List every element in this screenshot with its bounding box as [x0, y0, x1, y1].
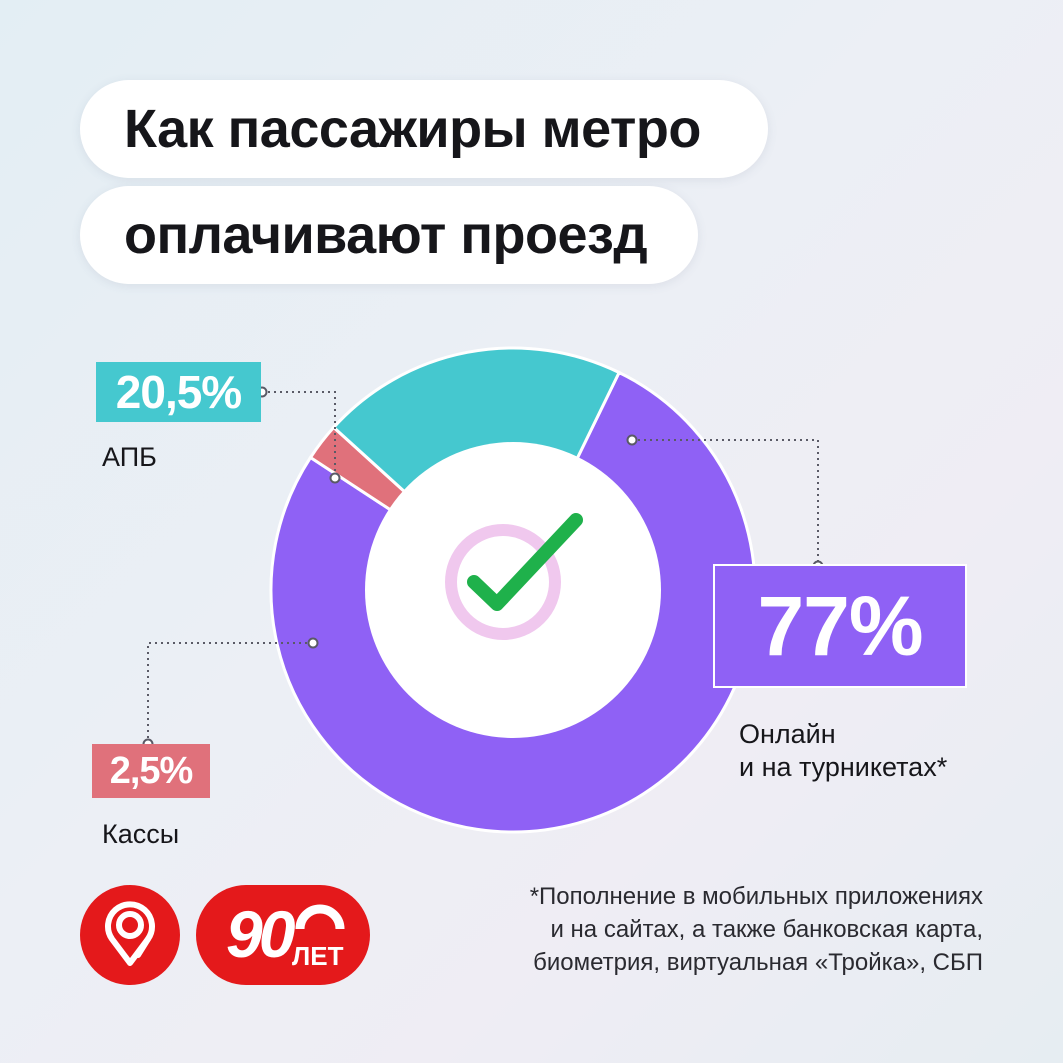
leader-dot-kassy-start [307, 637, 319, 649]
footnote-line-1: *Пополнение в мобильных приложениях [529, 883, 983, 910]
online-category-line-2: и на турникетах* [739, 752, 948, 782]
anniversary-word: ЛЕТ [292, 941, 344, 971]
moscow-metro-logo-icon [80, 885, 180, 985]
checkmark-icon [445, 513, 583, 640]
kassy-category-label: Кассы [102, 819, 180, 849]
leader-line-online [632, 439, 819, 564]
anniversary-number: 90 [226, 897, 296, 971]
leader-dot-apb-end [329, 472, 341, 484]
leader-dot-online-start [626, 434, 638, 446]
apb-value-label: 20,5% [96, 362, 261, 422]
leader-line-kassy [147, 642, 313, 744]
leader-lines [147, 391, 819, 744]
kassy-value-label: 2,5% [92, 744, 210, 798]
footnote: *Пополнение в мобильных приложениях и на… [530, 880, 983, 979]
online-category-label: Онлайн и на турникетах* [739, 718, 947, 784]
online-category-line-1: Онлайн [739, 719, 836, 749]
title-line-1: Как пассажиры метро [80, 80, 768, 178]
online-value-label: 77% [713, 564, 967, 688]
title-line-2: оплачивают проезд [80, 186, 698, 284]
footnote-line-3: биометрия, виртуальная «Тройка», СБП [533, 949, 983, 976]
footnote-line-2: и на сайтах, а также банковская карта, [550, 916, 983, 943]
anniversary-arc-icon [295, 904, 345, 930]
anniversary-90-logo: 90 ЛЕТ [196, 885, 370, 985]
apb-category-label: АПБ [102, 442, 157, 472]
leader-line-apb [262, 391, 336, 478]
